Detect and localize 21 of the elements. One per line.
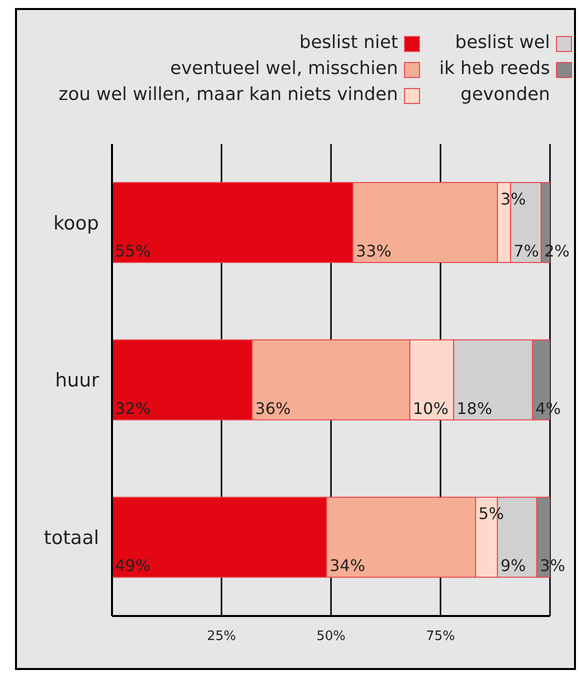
legend-label: ik heb reeds gevonden [438, 57, 550, 107]
x-tick-label: 25% [207, 629, 236, 644]
y-tick-label: totaal [44, 527, 99, 550]
data-label: 32% [115, 398, 151, 418]
data-label: 33% [356, 242, 392, 261]
y-tick-label: koop [53, 212, 99, 234]
data-label: 10% [412, 398, 448, 418]
x-tick-label: 75% [426, 629, 455, 644]
y-tick-label: huur [55, 370, 100, 392]
data-label: 34% [330, 556, 366, 576]
data-label: 55% [115, 242, 151, 261]
legend-label: eventueel wel, misschien [170, 57, 398, 81]
x-tick-label: 50% [316, 629, 346, 644]
legend-label: beslist niet [299, 31, 398, 55]
legend-label: beslist wel [455, 31, 550, 55]
data-label: 49% [115, 556, 151, 576]
data-label: 18% [456, 398, 492, 418]
data-label: 36% [255, 398, 291, 418]
data-label: 7% [514, 242, 539, 261]
data-label: 9% [500, 556, 526, 576]
legend-label: zou wel willen, maar kan niets vinden [58, 83, 398, 107]
